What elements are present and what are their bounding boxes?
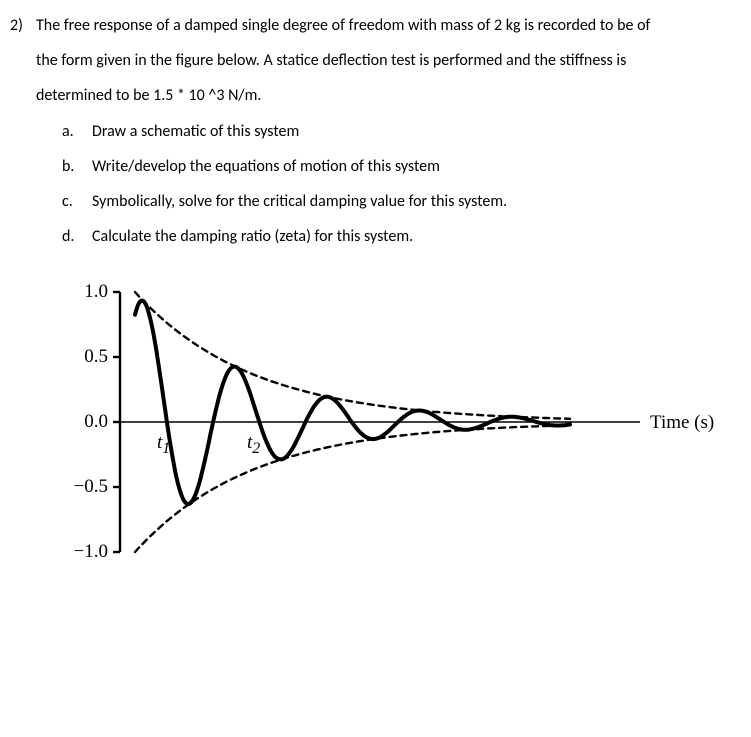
ytick-n1.0: −1.0: [74, 541, 108, 563]
part-d-letter: d.: [62, 219, 92, 254]
t1-sub: 1: [162, 440, 170, 457]
part-c-text: Symbolically, solve for the critical dam…: [92, 184, 731, 219]
part-c-letter: c.: [62, 184, 92, 219]
ytick-0.0: 0.0: [84, 411, 108, 433]
question-stem-row1: 2) The free response of a damped single …: [10, 8, 731, 43]
question-stem-line3: determined to be 1.5 * 10 ^3 N/m.: [10, 78, 731, 113]
ytick-n0.5: −0.5: [74, 476, 108, 498]
part-d-text: Calculate the damping ratio (zeta) for t…: [92, 219, 731, 254]
part-a-letter: a.: [62, 114, 92, 149]
ytick-0.5: 0.5: [84, 346, 108, 368]
part-c: c. Symbolically, solve for the critical …: [10, 184, 731, 219]
t2-sub: 2: [252, 440, 260, 457]
question-stem-line1: The free response of a damped single deg…: [36, 8, 731, 43]
ytick-1.0: 1.0: [84, 281, 108, 303]
problem-page: 2) The free response of a damped single …: [0, 0, 751, 737]
part-b-text: Write/develop the equations of motion of…: [92, 149, 731, 184]
t2-label: t2: [247, 432, 260, 458]
part-d: d. Calculate the damping ratio (zeta) fo…: [10, 219, 731, 254]
t1-label: t1: [157, 432, 170, 458]
damped-response-figure: 1.0 0.5 0.0 −0.5 −1.0 Time (s) t1 t2: [50, 272, 710, 592]
part-b-letter: b.: [62, 149, 92, 184]
part-b: b. Write/develop the equations of motion…: [10, 149, 731, 184]
question-stem-line2: the form given in the figure below. A st…: [10, 43, 731, 78]
question-number: 2): [10, 8, 36, 43]
part-a: a. Draw a schematic of this system: [10, 114, 731, 149]
part-a-text: Draw a schematic of this system: [92, 114, 731, 149]
figure-svg: [110, 272, 650, 572]
x-axis-label: Time (s): [650, 412, 714, 434]
